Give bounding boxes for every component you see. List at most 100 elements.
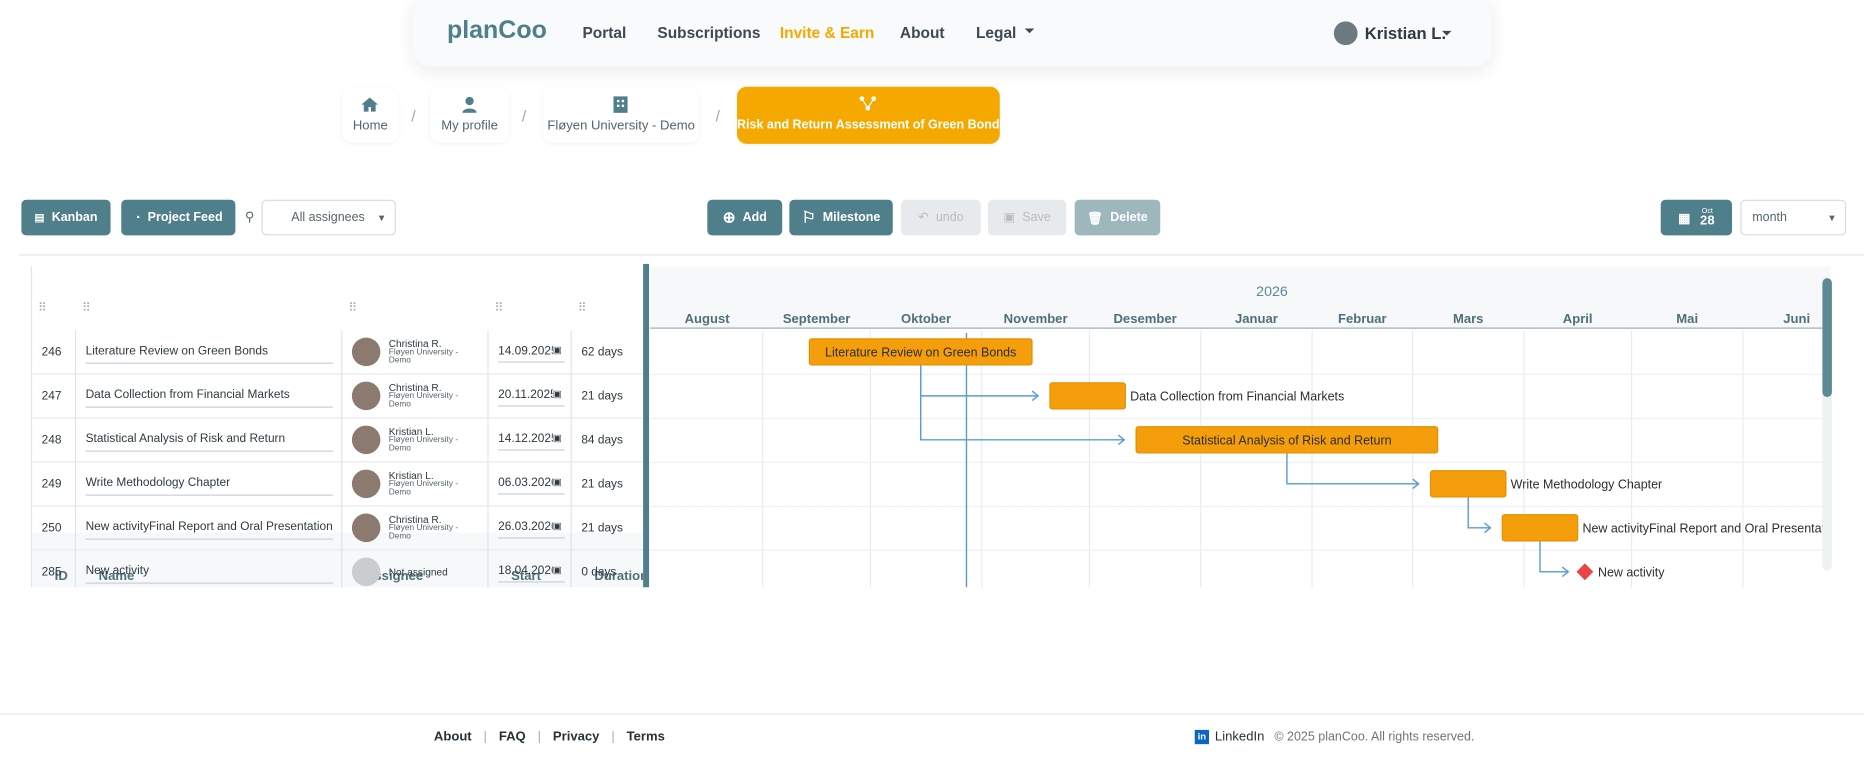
footer-link[interactable]: Terms <box>626 729 665 745</box>
separator: | <box>483 729 487 745</box>
drag-handle: ⠿ <box>348 301 358 316</box>
navbar: planCoo Portal Subscriptions Invite & Ea… <box>412 0 1492 67</box>
date-input[interactable]: 26.03.2026 ▣ <box>498 517 565 539</box>
calendar-icon: ▣ <box>552 564 562 576</box>
task-table: ID ⠿ Name ⠿ Assignee ⠿ Start ⠿ Duration ⠿ 246 Liter… <box>30 266 645 588</box>
task-bar-label: Literature Review on Green Bonds <box>825 345 1016 359</box>
date-input[interactable]: 14.12.2025 ▣ <box>498 429 565 451</box>
scrollbar-thumb[interactable] <box>1822 278 1832 398</box>
task-bar[interactable] <box>808 338 1033 366</box>
separator: | <box>537 729 542 745</box>
assignee-name: Christina R. <box>388 381 442 394</box>
task-bar[interactable] <box>1501 514 1579 542</box>
caret: ▼ <box>1827 212 1837 223</box>
copyright: © 2025 planCoo. All rights reserved. <box>1274 729 1475 745</box>
cell: 21 days <box>571 374 645 419</box>
date-input[interactable]: 06.03.2026 ▣ <box>498 473 565 495</box>
task-name[interactable]: Data Collection from Financial Markets <box>85 384 333 408</box>
date-input[interactable]: 20.11.2025 ▣ <box>498 385 565 407</box>
avatar <box>351 513 381 543</box>
icon: ↶ <box>918 210 929 225</box>
start-date: 20.11.2025 <box>498 388 553 402</box>
cell-text: 84 days <box>581 433 623 447</box>
cell-text: 21 days <box>581 389 623 403</box>
task-bar[interactable] <box>1049 382 1126 410</box>
icon: ▦ <box>1678 211 1691 226</box>
cell: Write Methodology Chapter <box>76 462 343 507</box>
breadcrumb[interactable]: My profile <box>430 87 509 143</box>
footer-link[interactable]: Privacy <box>552 729 600 745</box>
assignee-org: Fløyen University - Demo <box>388 436 459 454</box>
nav-link[interactable]: Portal <box>582 23 627 42</box>
cell: 18.04.2026 ▣ <box>489 550 572 588</box>
arrow-head <box>1484 522 1492 534</box>
view-select[interactable]: month ▼ <box>1740 199 1847 236</box>
task-name[interactable]: Write Methodology Chapter <box>85 472 333 496</box>
linkedin-link[interactable]: LinkedIn <box>1214 729 1265 745</box>
breadcrumb-active[interactable]: Risk and Return Assessment of Green Bond… <box>737 86 1006 144</box>
task-bar-label: Write Methodology Chapter <box>1511 477 1663 491</box>
add-button[interactable]: ⊕ Add <box>707 199 783 236</box>
caret <box>1441 30 1452 41</box>
calendar-icon: ▣ <box>552 388 562 400</box>
task-bar[interactable] <box>1135 426 1439 454</box>
milestone-button[interactable]: ⚐ Milestone <box>789 199 893 236</box>
assignee-name: Christina R. <box>388 337 442 350</box>
dependency-arrow <box>919 364 1125 441</box>
user-name[interactable]: Kristian L. <box>1364 23 1447 43</box>
footer-link[interactable]: FAQ <box>498 729 526 745</box>
undo-button[interactable]: ↶ undo <box>901 199 981 236</box>
splitter[interactable] <box>643 263 650 588</box>
drag-handle: ⠿ <box>494 301 504 316</box>
task-name[interactable]: Literature Review on Green Bonds <box>85 340 333 364</box>
start-date: 26.03.2026 <box>498 520 553 534</box>
nav-link[interactable]: About <box>899 23 945 42</box>
cell: Christina R. Fløyen University - Demo <box>342 330 489 375</box>
footer-divider <box>0 713 1864 715</box>
delete-button[interactable]: 🗑 Delete <box>1074 199 1161 236</box>
month-label: Mars <box>1453 311 1483 326</box>
task-name[interactable]: Statistical Analysis of Risk and Return <box>85 428 333 452</box>
cell: Literature Review on Green Bonds <box>76 330 343 375</box>
button-label: Kanban <box>51 210 98 225</box>
caret <box>1024 28 1035 39</box>
assignee-select[interactable]: All assignees ▼ <box>261 199 396 236</box>
cell: 21 days <box>571 506 645 551</box>
save-button[interactable]: ▣ Save <box>987 199 1067 236</box>
task-bar[interactable] <box>1429 470 1507 498</box>
home-icon <box>361 97 379 112</box>
cell: Christina R. Fløyen University - Demo <box>342 374 489 419</box>
breadcrumb[interactable]: Home <box>342 87 399 143</box>
cell-text: 21 days <box>581 477 623 491</box>
dependency-arrow <box>919 364 1039 397</box>
kanban-button[interactable]: ▤ Kanban <box>21 199 111 236</box>
cell: 62 days <box>571 330 645 375</box>
task-bar-label: New activityFinal Report and Oral Presen… <box>1582 521 1830 535</box>
logo[interactable]: planCoo <box>446 16 547 44</box>
task-name[interactable]: New activityFinal Report and Oral Presen… <box>85 516 333 540</box>
milestone[interactable] <box>1576 563 1594 581</box>
breadcrumb[interactable]: Fløyen University - Demo <box>543 87 700 143</box>
nav-link[interactable]: Legal <box>975 23 1017 42</box>
feed-button[interactable]: ◔ Project Feed <box>121 199 236 236</box>
nav-link[interactable]: Subscriptions <box>657 23 761 42</box>
date-button[interactable]: ▦ Oct 28 <box>1660 199 1733 236</box>
nav-link[interactable]: Invite & Earn <box>779 23 875 42</box>
footer-link[interactable]: About <box>433 729 472 745</box>
project-icon <box>859 96 877 111</box>
icon: ⊕ <box>722 208 736 226</box>
date-input[interactable]: 14.09.2025 ▣ <box>498 341 565 363</box>
dependency-arrow <box>1539 540 1569 573</box>
column-header[interactable]: Start <box>488 532 572 588</box>
cell: Kristian L. Fløyen University - Demo <box>342 462 489 507</box>
assignee: Christina R. Fløyen University - Demo <box>389 514 463 541</box>
task-name[interactable]: New activity <box>85 560 333 584</box>
separator: / <box>521 106 527 125</box>
date-input[interactable]: 18.04.2026 ▣ <box>498 561 565 583</box>
gantt-chart: August September Oktober November Desember Ja… <box>650 266 1831 588</box>
select-value: month <box>1752 210 1787 225</box>
column-header[interactable]: Duration <box>571 532 644 588</box>
building-icon <box>613 96 628 113</box>
icon: ▤ <box>34 211 45 223</box>
start-date: 14.12.2025 <box>498 432 553 446</box>
